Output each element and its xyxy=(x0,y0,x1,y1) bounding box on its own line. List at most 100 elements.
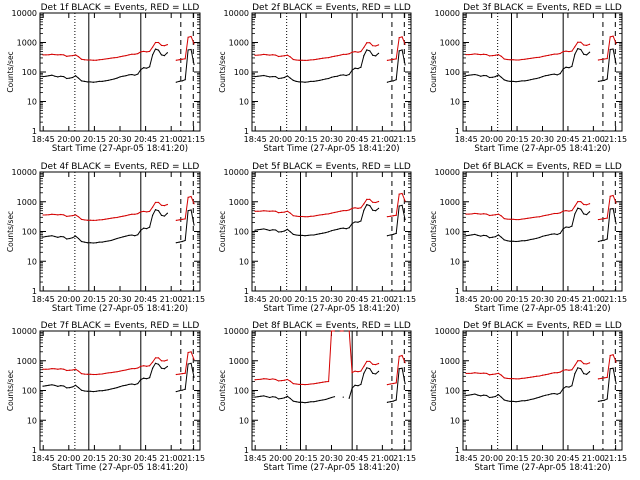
events-series-point xyxy=(562,228,564,230)
events-series-point xyxy=(330,230,333,232)
events-series-point xyxy=(190,362,192,364)
events-series-point xyxy=(113,238,115,241)
lld-series-point xyxy=(307,59,309,61)
lld-series-point xyxy=(483,213,485,215)
x-tick-label: 18:45 xyxy=(32,295,55,304)
lld-series-point xyxy=(131,53,133,55)
lld-series-point xyxy=(471,213,473,215)
x-axis-label: Start Time (27-Apr-05 18:41:20) xyxy=(52,144,188,154)
events-series-point xyxy=(571,65,573,67)
plot-frame xyxy=(462,12,623,132)
events-series-point xyxy=(568,386,570,388)
lld-series-point xyxy=(98,373,100,375)
lld-series-point xyxy=(509,59,511,61)
lld-series-point xyxy=(544,214,547,217)
x-tick-label: 18:45 xyxy=(455,295,478,304)
lld-series-point xyxy=(110,371,112,374)
events-series-point xyxy=(500,236,502,238)
events-series-point xyxy=(509,400,511,403)
lld-series-point xyxy=(515,378,517,380)
y-tick-label: 10 xyxy=(239,257,249,266)
x-tick-label: 21:15 xyxy=(182,295,205,304)
events-series-point xyxy=(98,241,100,243)
lld-series-point xyxy=(474,372,476,374)
lld-series-point xyxy=(175,373,177,376)
lld-series-point xyxy=(553,53,555,55)
lld-series-point xyxy=(398,355,400,358)
events-series-point xyxy=(506,240,508,242)
events-series-point xyxy=(369,205,371,207)
lld-series-point xyxy=(101,373,103,375)
events-series-point xyxy=(512,400,514,403)
lld-series-point xyxy=(547,373,549,375)
events-series-point xyxy=(556,233,558,236)
lld-series-point xyxy=(83,59,86,61)
events-series-point xyxy=(559,232,561,235)
events-series-point xyxy=(325,231,327,234)
y-tick-label: 10000 xyxy=(435,327,460,336)
panel-title: Det 5f BLACK = Events, RED = LLD xyxy=(252,162,411,172)
lld-series-point xyxy=(322,57,324,59)
x-tick-label: 18:45 xyxy=(32,454,55,463)
events-series-point xyxy=(143,377,145,379)
events-series-point xyxy=(574,372,576,375)
events-series-point xyxy=(301,401,303,403)
y-tick-label: 100 xyxy=(22,228,37,237)
x-tick-label: 20:15 xyxy=(83,135,106,144)
events-series-point xyxy=(178,80,180,83)
y-tick-label: 1000 xyxy=(229,198,249,207)
events-series-point xyxy=(74,235,77,237)
lld-series-point xyxy=(181,218,183,220)
lld-series-point xyxy=(512,218,514,220)
events-series-point xyxy=(280,397,283,400)
lld-series-point xyxy=(615,361,617,363)
lld-series-point xyxy=(184,372,186,374)
lld-series-point xyxy=(348,209,350,211)
y-tick-label: 10000 xyxy=(12,327,37,336)
lld-series-point xyxy=(327,213,330,215)
panel-title: Det 9f BLACK = Events, RED = LLD xyxy=(463,321,622,331)
events-series-point xyxy=(530,79,532,81)
lld-series-point xyxy=(392,215,394,217)
x-tick-label: 20:45 xyxy=(556,135,579,144)
lld-series-point xyxy=(471,372,473,374)
events-series-point xyxy=(541,395,544,397)
lld-series-point xyxy=(42,214,44,216)
x-tick-label: 20:15 xyxy=(506,454,529,463)
lld-series-point xyxy=(86,373,89,375)
events-series-point xyxy=(292,233,294,235)
lld-series-point xyxy=(92,219,94,222)
lld-series-point xyxy=(319,58,321,60)
lld-series-point xyxy=(612,194,614,197)
lld-series-point xyxy=(269,378,271,381)
lld-series-point xyxy=(154,41,157,44)
events-series-point xyxy=(606,398,608,400)
events-series-point xyxy=(603,399,605,401)
lld-series-point xyxy=(536,56,538,59)
events-series-point xyxy=(521,80,523,82)
x-tick-label: 21:00 xyxy=(582,135,605,144)
lld-series-point xyxy=(480,53,482,56)
lld-series xyxy=(255,192,406,218)
lld-series-point xyxy=(586,363,588,365)
lld-series-point xyxy=(600,377,602,379)
events-series-point xyxy=(375,55,377,57)
lld-series-point xyxy=(60,53,62,56)
x-tick-label: 20:15 xyxy=(506,295,529,304)
y-tick-label: 10000 xyxy=(224,327,249,336)
x-tick-label: 20:15 xyxy=(83,454,106,463)
events-series-point xyxy=(298,81,300,83)
events-series-point xyxy=(137,383,139,385)
lld-series-point xyxy=(404,200,406,202)
x-tick-label: 20:00 xyxy=(480,454,503,463)
events-series-point xyxy=(468,74,470,76)
lld-series-point xyxy=(488,374,491,376)
lld-series-point xyxy=(474,212,476,215)
events-series-point xyxy=(89,81,91,83)
lld-series-point xyxy=(565,369,567,371)
y-tick-label: 10 xyxy=(450,416,460,425)
lld-series-point xyxy=(160,204,163,206)
events-series-point xyxy=(110,239,112,242)
lld-series-point xyxy=(283,211,286,213)
events-series-point xyxy=(553,392,555,395)
